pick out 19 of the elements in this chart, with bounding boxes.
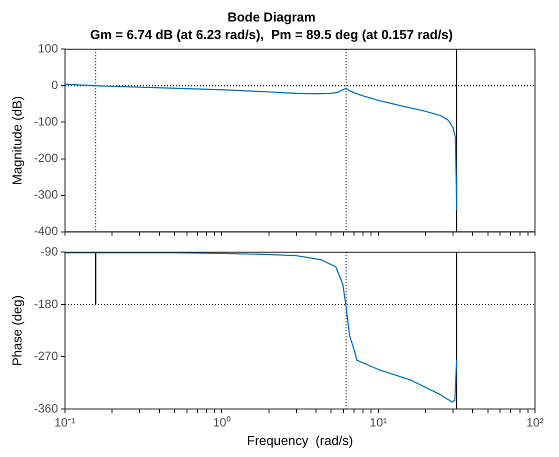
x-tick-label: 10¹ — [370, 416, 388, 430]
x-tick-label: 10² — [526, 416, 544, 430]
chart-title: Bode Diagram — [227, 9, 316, 24]
y-tick-label: 0 — [51, 78, 58, 92]
x-tick-label: 10⁻¹ — [54, 416, 76, 430]
y-tick-label: -360 — [34, 401, 58, 416]
y-tick-label: -100 — [34, 114, 58, 129]
y-axis-title: Magnitude (dB) — [9, 96, 24, 185]
y-tick-label: 100 — [38, 42, 58, 56]
chart-subtitle: Gm = 6.74 dB (at 6.23 rad/s), Pm = 89.5 deg (at 0.157 rad/s) — [90, 26, 453, 42]
y-tick-label: -180 — [34, 296, 58, 311]
y-tick-label: -200 — [34, 151, 58, 166]
y-tick-label: -300 — [34, 188, 58, 202]
y-tick-label: -400 — [34, 224, 58, 238]
x-axis-title: Frequency (rad/s) — [246, 432, 354, 448]
y-tick-label: -270 — [34, 349, 58, 364]
y-axis-title: Phase (deg) — [9, 295, 24, 366]
y-tick-label: -90 — [40, 244, 58, 259]
x-tick-label: 10⁰ — [212, 416, 230, 430]
